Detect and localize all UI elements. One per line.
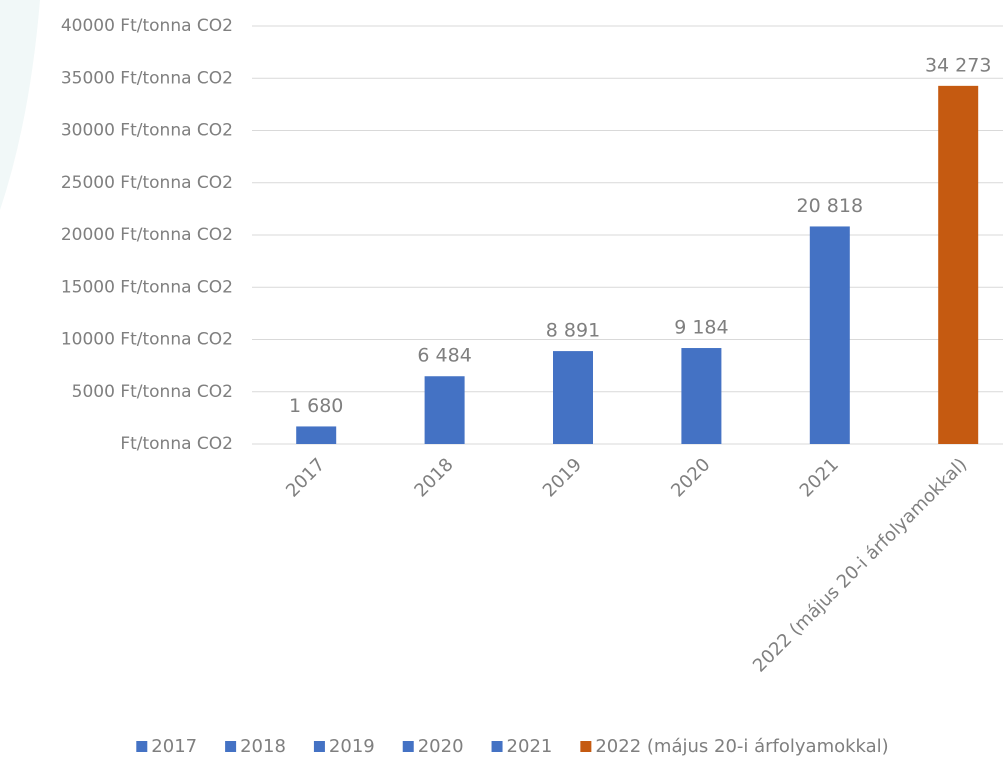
bar [938,85,979,444]
bar [296,426,337,444]
legend-label: 2018 [240,736,286,757]
x-tick-label: 2021 [796,454,843,501]
y-tick-label: 15000 Ft/tonna CO2 [61,277,233,297]
y-tick-label: 35000 Ft/tonna CO2 [61,68,233,88]
legend-label: 2021 [507,736,553,757]
data-label: 8 891 [546,320,600,342]
y-tick-label: 30000 Ft/tonna CO2 [61,121,233,141]
x-tick-label: 2019 [539,454,586,501]
legend-label: 2020 [418,736,464,757]
x-tick-label: 2020 [667,454,714,501]
bar [681,348,722,444]
legend-label: 2019 [329,736,375,757]
data-label: 1 680 [289,395,343,417]
y-tick-label: 25000 Ft/tonna CO2 [61,173,233,193]
data-label: 6 484 [417,345,471,367]
x-tick-label: 2017 [282,454,329,501]
x-tick-label: 2018 [410,454,457,501]
legend-label: 2022 (május 20-i árfolyamokkal) [595,736,888,757]
data-label: 34 273 [925,54,991,76]
bar [424,376,465,444]
y-tick-label: Ft/tonna CO2 [120,434,233,454]
legend-swatch [580,741,592,752]
legend-swatch [136,741,148,752]
legend-label: 2017 [151,736,197,757]
legend-swatch [491,741,503,752]
decoration [0,0,40,210]
legend-swatch [225,741,237,752]
data-label: 9 184 [674,317,728,339]
y-tick-label: 20000 Ft/tonna CO2 [61,225,233,245]
legend-swatch [313,741,325,752]
bar [809,226,850,444]
y-tick-label: 10000 Ft/tonna CO2 [61,330,233,350]
x-tick-label: 2022 (május 20-i árfolyamokkal) [749,454,971,676]
data-label: 20 818 [797,195,863,217]
bar [553,351,593,444]
y-tick-label: 5000 Ft/tonna CO2 [72,382,233,402]
y-tick-label: 40000 Ft/tonna CO2 [61,16,233,36]
legend-swatch [402,741,414,752]
